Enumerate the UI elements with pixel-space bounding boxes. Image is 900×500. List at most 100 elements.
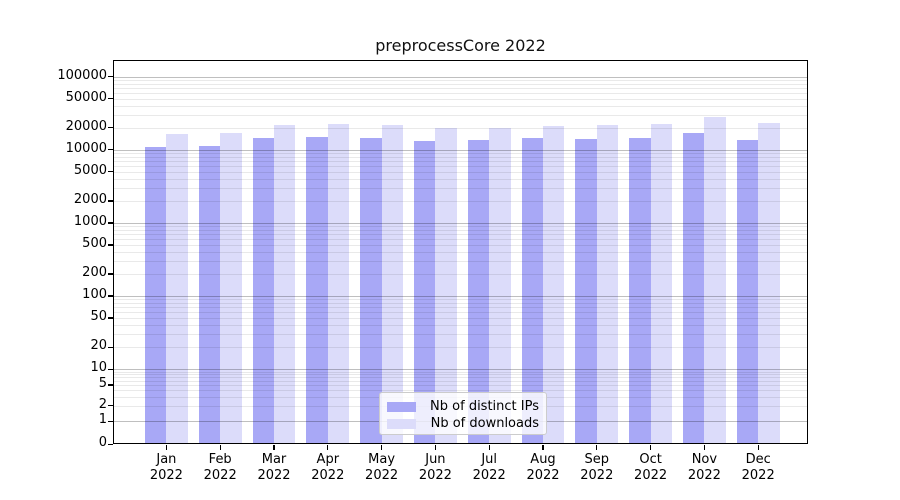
legend: Nb of distinct IPs Nb of downloads: [379, 392, 547, 435]
y-tick-label: 2000: [73, 191, 107, 207]
gridline-minor: [114, 274, 807, 276]
y-tick-label: 10000: [65, 140, 107, 156]
gridline-minor: [114, 171, 807, 173]
gridline-minor: [114, 83, 807, 85]
x-tick-mark-icon: [703, 445, 706, 450]
bar-downloads: [274, 124, 296, 443]
gridline-major: [114, 76, 807, 78]
gridline-minor: [114, 371, 807, 373]
legend-label: Nb of downloads: [430, 416, 539, 431]
gridline-minor: [114, 156, 807, 158]
legend-swatch-distinct-ips-icon: [387, 401, 416, 412]
y-tick-mark-icon: [108, 75, 113, 78]
gridline-minor: [114, 226, 807, 228]
bar-distinct-ips: [629, 137, 651, 443]
bar-downloads: [489, 127, 511, 443]
x-tick-label: Jul 2022: [472, 452, 506, 483]
bar-downloads: [381, 124, 403, 443]
y-tick-mark-icon: [108, 443, 113, 445]
gridline-minor: [114, 390, 807, 391]
bar-distinct-ips: [521, 138, 543, 443]
gridline-major: [114, 369, 807, 371]
y-tick-mark-icon: [108, 384, 113, 386]
y-tick-label: 2: [98, 396, 107, 412]
y-tick-label: 50000: [65, 89, 107, 105]
gridline-major: [114, 149, 807, 151]
y-tick-label: 5000: [73, 162, 107, 178]
bar-distinct-ips: [575, 139, 597, 443]
x-tick-label: Aug 2022: [526, 452, 560, 483]
x-tick-label: Nov 2022: [687, 452, 721, 483]
y-tick-label: 0: [98, 435, 107, 451]
y-tick-mark-icon: [108, 222, 113, 224]
gridline-major: [114, 222, 807, 224]
bar-distinct-ips: [683, 132, 705, 443]
gridline-minor: [114, 299, 807, 301]
y-tick-mark-icon: [108, 317, 113, 319]
gridline-minor: [114, 252, 807, 253]
x-tick-mark-icon: [434, 445, 437, 450]
gridline-minor: [114, 165, 807, 167]
y-tick-mark-icon: [108, 420, 113, 422]
gridline-minor: [114, 98, 807, 100]
x-tick-mark-icon: [542, 445, 544, 450]
y-tick-label: 10: [90, 360, 107, 376]
x-tick-mark-icon: [488, 445, 490, 450]
gridline-minor: [114, 200, 807, 202]
gridline-minor: [114, 114, 807, 116]
bar-downloads: [704, 117, 726, 443]
x-tick-mark-icon: [219, 445, 221, 450]
y-tick-label: 50: [90, 309, 107, 325]
bar-downloads: [650, 123, 672, 443]
x-tick-mark-icon: [273, 445, 275, 450]
gridline-minor: [114, 385, 807, 386]
y-tick-mark-icon: [108, 149, 113, 151]
x-tick-label: Oct 2022: [634, 452, 668, 483]
legend-swatch-downloads-icon: [387, 418, 416, 429]
y-tick-label: 200: [82, 265, 107, 281]
y-tick-mark-icon: [108, 200, 113, 202]
bar-downloads: [543, 125, 565, 443]
y-axis: 100000 50000 20000 10000 5000 2000 1000 500 200 1…: [0, 60, 107, 450]
gridline-minor: [114, 153, 807, 154]
y-tick-mark-icon: [108, 346, 113, 348]
x-tick-mark-icon: [327, 445, 329, 450]
y-tick-label: 20000: [65, 118, 107, 134]
gridline-minor: [114, 87, 807, 89]
y-tick-mark-icon: [108, 171, 113, 173]
bar-downloads: [435, 127, 457, 443]
gridline-minor: [114, 318, 807, 320]
bar-distinct-ips: [252, 138, 274, 443]
y-tick-mark-icon: [108, 273, 113, 275]
bar-distinct-ips: [145, 146, 167, 443]
y-tick-label: 20: [90, 338, 107, 354]
legend-item-distinct-ips: Nb of distinct IPs: [387, 398, 539, 415]
x-tick-mark-icon: [380, 445, 383, 450]
x-tick-label: Jan 2022: [149, 452, 183, 483]
legend-item-downloads: Nb of downloads: [387, 415, 539, 432]
chart-title: preprocessCore 2022: [375, 36, 546, 55]
gridline-minor: [114, 188, 807, 189]
x-tick-mark-icon: [165, 445, 168, 450]
y-tick-label: 5: [98, 376, 107, 391]
plot-area: Nb of distinct IPs Nb of downloads Jan 20…: [108, 60, 808, 483]
x-tick-label: Dec 2022: [741, 452, 775, 483]
bar-distinct-ips: [306, 137, 328, 443]
gridline-minor: [114, 79, 807, 81]
y-tick-mark-icon: [108, 404, 113, 407]
gridline-minor: [114, 234, 807, 236]
gridline-minor: [114, 178, 807, 180]
bar-downloads: [166, 133, 188, 443]
bar-distinct-ips: [198, 146, 221, 443]
bar-downloads: [327, 124, 350, 443]
gridline-major: [114, 296, 807, 298]
gridline-minor: [114, 161, 807, 162]
gridline-minor: [114, 303, 807, 305]
gridline-minor: [114, 244, 807, 246]
x-tick-label: May 2022: [365, 452, 399, 483]
x-tick-label: Apr 2022: [311, 452, 345, 483]
gridline-minor: [114, 239, 807, 241]
gridline-minor: [114, 105, 807, 107]
y-tick-label: 1: [98, 412, 107, 428]
gridline-minor: [114, 92, 807, 94]
